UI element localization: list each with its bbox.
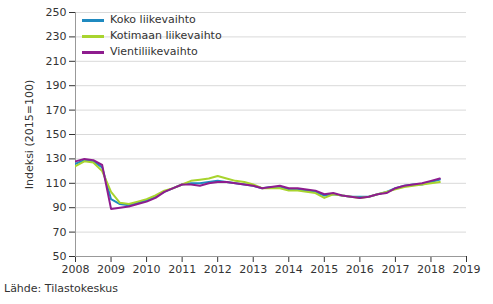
svg-text:2013: 2013: [239, 263, 267, 276]
svg-text:90: 90: [53, 201, 67, 214]
svg-text:2018: 2018: [417, 263, 445, 276]
svg-text:2016: 2016: [346, 263, 374, 276]
svg-text:Indeksi (2015=100): Indeksi (2015=100): [23, 80, 36, 189]
svg-text:2009: 2009: [97, 263, 125, 276]
svg-text:2015: 2015: [310, 263, 338, 276]
svg-text:2010: 2010: [133, 263, 161, 276]
html-text:Kotimaan liikevaihto: Kotimaan liikevaihto: [110, 29, 222, 42]
svg-text:230: 230: [46, 30, 67, 43]
svg-text:210: 210: [46, 55, 67, 68]
html-text:Lähde: Tilastokeskus: Lähde: Tilastokeskus: [4, 282, 118, 295]
svg-text:250: 250: [46, 6, 67, 19]
svg-text:2019: 2019: [453, 263, 481, 276]
html-text:Koko liikevaihto: Koko liikevaihto: [110, 13, 196, 26]
svg-text:130: 130: [46, 152, 67, 165]
svg-text:2014: 2014: [275, 263, 303, 276]
svg-text:2008: 2008: [62, 263, 90, 276]
svg-text:2017: 2017: [381, 263, 409, 276]
svg-text:190: 190: [46, 79, 67, 92]
svg-text:50: 50: [53, 250, 67, 263]
svg-text:2012: 2012: [204, 263, 232, 276]
svg-text:2011: 2011: [168, 263, 196, 276]
svg-text:170: 170: [46, 104, 67, 117]
html-text:Vientiliikevaihto: Vientiliikevaihto: [110, 45, 198, 58]
svg-text:70: 70: [53, 226, 67, 239]
svg-text:150: 150: [46, 128, 67, 141]
svg-text:110: 110: [46, 177, 67, 190]
